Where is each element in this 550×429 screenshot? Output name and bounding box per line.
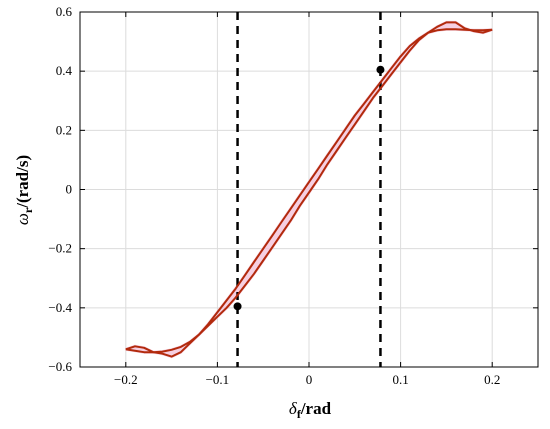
y-tick-label: 0.6 [56,4,73,19]
x-tick-label: 0.2 [484,372,500,387]
y-axis-unit: /(rad/s) [13,155,32,209]
data-marker [233,302,242,311]
series-line-2 [125,28,493,354]
x-tick-label: −0.1 [206,372,230,387]
y-tick-label: 0 [66,182,73,197]
x-axis-unit: /rad [300,399,332,418]
y-tick-label: −0.4 [48,300,72,315]
y-tick-label: 0.4 [56,63,73,78]
x-axis-symbol: δ [289,399,298,418]
x-axis-subscript: f [297,407,302,421]
data-marker [376,65,385,74]
y-tick-label: −0.2 [48,241,72,256]
x-tick-label: 0.1 [392,372,408,387]
y-axis-title: ωr/(rad/s) [13,155,35,225]
x-axis-title: δf/rad [289,399,332,421]
tick-layer: −0.2 −0.1 0 0.1 0.2 −0.6 −0.4 −0.2 0 0.2 0.4 0.6 [48,4,538,387]
y-axis-symbol: ω [13,213,32,225]
series-layer [125,21,493,358]
x-tick-label: 0 [306,372,313,387]
y-tick-label: 0.2 [56,122,72,137]
x-tick-label: −0.2 [114,372,138,387]
marker-layer [233,65,385,311]
y-axis-subscript: r [21,207,35,213]
series-line-1 [125,21,493,358]
y-tick-label: −0.6 [48,359,72,374]
